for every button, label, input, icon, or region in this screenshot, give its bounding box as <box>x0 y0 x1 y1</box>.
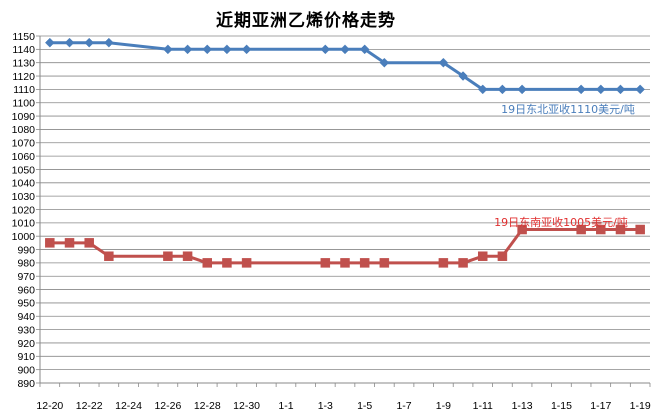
y-tick-label: 970 <box>17 271 35 283</box>
y-tick-label: 1070 <box>12 138 36 150</box>
data-point <box>241 258 252 268</box>
x-tick-label: 1-7 <box>396 400 411 412</box>
y-tick-label: 1080 <box>12 124 36 136</box>
data-point <box>438 57 449 68</box>
data-point <box>104 37 114 48</box>
data-point <box>320 258 331 268</box>
data-point <box>163 44 173 55</box>
data-point <box>359 44 370 55</box>
data-point <box>635 84 646 95</box>
y-tick-label: 1050 <box>12 164 36 176</box>
data-point <box>497 84 508 95</box>
data-point <box>202 44 213 55</box>
x-tick-label: 12-20 <box>36 400 63 412</box>
data-point <box>340 258 350 268</box>
data-point <box>182 44 193 55</box>
series-line-2 <box>49 228 641 265</box>
x-tick-label: 1-15 <box>551 400 572 412</box>
data-point <box>64 238 75 248</box>
data-point <box>458 258 468 268</box>
x-tick-label: 12-30 <box>233 400 260 412</box>
y-tick-label: 1110 <box>13 84 35 96</box>
y-tick-label: 1150 <box>12 31 35 43</box>
data-point <box>45 238 55 248</box>
y-tick-label: 1040 <box>12 178 36 190</box>
x-tick-label: 1-1 <box>278 400 293 412</box>
x-tick-label: 1-3 <box>318 400 333 412</box>
x-tick-label: 1-19 <box>630 400 651 412</box>
data-point <box>84 37 95 48</box>
data-point <box>477 84 488 95</box>
data-point <box>241 44 252 55</box>
y-tick-label: 1130 <box>12 57 35 69</box>
data-point <box>379 258 390 268</box>
data-point <box>497 251 508 261</box>
data-point <box>576 224 586 235</box>
x-tick-label: 1-11 <box>473 400 493 412</box>
data-point <box>477 251 488 261</box>
y-tick-label: 930 <box>17 324 35 336</box>
data-point <box>202 258 213 268</box>
y-tick-label: 980 <box>17 258 35 270</box>
chart-title: 近期亚洲乙烯价格走势 <box>216 11 396 31</box>
data-point <box>104 251 114 261</box>
y-tick-label: 1140 <box>12 44 35 56</box>
y-tick-label: 1000 <box>12 231 36 243</box>
data-point <box>635 224 645 235</box>
data-point <box>222 44 232 55</box>
y-tick-label: 910 <box>17 351 35 363</box>
data-point <box>84 238 94 248</box>
y-tick-label: 1030 <box>12 191 36 203</box>
y-tick-label: 1100 <box>12 98 35 110</box>
data-point <box>458 71 468 81</box>
y-tick-label: 1020 <box>12 204 36 216</box>
x-tick-label: 12-28 <box>194 400 221 412</box>
data-point <box>64 37 75 48</box>
annotation-label: 19日东南亚收1005美元/吨 <box>494 215 628 229</box>
y-tick-label: 940 <box>17 311 35 323</box>
x-tick-label: 12-22 <box>76 400 103 412</box>
data-point <box>615 224 626 235</box>
data-point <box>517 224 527 235</box>
x-tick-label: 1-5 <box>357 400 372 412</box>
data-point <box>517 84 527 95</box>
data-point <box>44 37 55 48</box>
series-line-1 <box>49 41 641 91</box>
data-point <box>438 258 449 268</box>
data-point <box>340 44 350 55</box>
data-point <box>596 224 606 235</box>
x-tick-label: 12-26 <box>154 400 181 412</box>
y-tick-label: 920 <box>17 338 35 350</box>
data-point <box>163 251 173 261</box>
y-tick-label: 990 <box>17 244 35 256</box>
y-tick-label: 1090 <box>12 111 36 123</box>
y-tick-label: 1060 <box>12 151 36 163</box>
y-tick-label: 890 <box>17 378 35 390</box>
y-tick-label: 960 <box>17 284 35 296</box>
x-tick-label: 1-13 <box>512 400 533 412</box>
data-point <box>576 84 586 95</box>
data-point <box>379 57 390 68</box>
y-tick-label: 1120 <box>12 71 35 83</box>
y-tick-label: 1010 <box>12 218 36 230</box>
y-tick-label: 900 <box>17 364 35 376</box>
data-point <box>222 258 232 268</box>
annotation-label: 19日东北亚收1110美元/吨 <box>501 102 635 116</box>
data-point <box>320 44 331 55</box>
data-point <box>595 84 606 95</box>
x-tick-label: 1-9 <box>436 400 451 412</box>
data-point <box>615 84 626 95</box>
y-tick-label: 950 <box>17 298 35 310</box>
x-tick-label: 12-24 <box>115 400 142 412</box>
data-point <box>182 251 193 261</box>
data-point <box>359 258 370 268</box>
x-tick-label: 1-17 <box>590 400 611 412</box>
